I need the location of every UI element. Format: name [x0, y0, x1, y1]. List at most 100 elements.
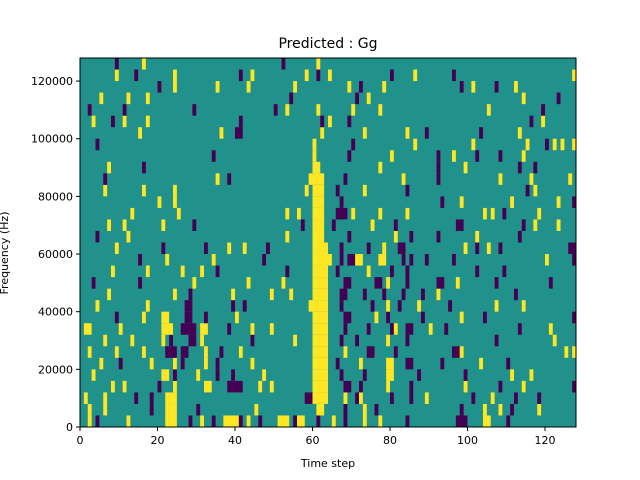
heatmap-cell [134, 392, 139, 404]
heatmap-cell [87, 104, 92, 116]
y-axis-ticks: 0 20000 40000 60000 80000 100000 120000 [31, 75, 80, 434]
heatmap-cell [103, 173, 108, 185]
heatmap-cell [134, 69, 139, 82]
heatmap-cell [475, 265, 480, 278]
heatmap-cell [281, 58, 286, 70]
heatmap-cell [138, 277, 143, 289]
heatmap-cell [250, 323, 255, 335]
heatmap-cell [390, 69, 394, 82]
heatmap-cell [405, 127, 410, 139]
heatmap-cell [142, 58, 146, 70]
heatmap-cell [556, 196, 561, 208]
heatmap-cell [126, 415, 131, 427]
y-tick-label: 0 [66, 421, 73, 434]
heatmap-cell [362, 127, 367, 139]
heatmap-cell [114, 69, 119, 82]
heatmap-cell [498, 380, 503, 393]
heatmap-cell [312, 150, 317, 162]
heatmap-cell [459, 196, 464, 208]
heatmap-cell [200, 265, 205, 278]
heatmap-cell [173, 196, 177, 208]
heatmap-cell [196, 403, 201, 416]
heatmap-cell [386, 357, 394, 370]
heatmap-cell [188, 415, 193, 427]
heatmap-cell [312, 242, 328, 255]
heatmap-cell [572, 69, 577, 82]
heatmap-cell [343, 173, 348, 185]
heatmap-cell [409, 254, 414, 266]
heatmap-cell [149, 403, 154, 416]
heatmap-cell [409, 392, 414, 404]
heatmap-cell [331, 415, 336, 427]
heatmap-cell [250, 334, 255, 347]
heatmap-cell [126, 230, 131, 243]
y-tick-label: 40000 [38, 306, 73, 319]
heatmap-cell [312, 288, 328, 301]
heatmap-cell [184, 311, 193, 324]
heatmap-cell [525, 184, 530, 197]
heatmap-cell [405, 207, 410, 220]
y-tick-label: 100000 [31, 133, 73, 146]
heatmap-cell [498, 403, 503, 416]
heatmap-cell [328, 254, 332, 266]
heatmap-cell [285, 104, 290, 116]
heatmap-cell [378, 161, 383, 174]
heatmap-cell [545, 254, 549, 266]
heatmap-cell [362, 403, 367, 416]
heatmap-cell [304, 184, 309, 197]
heatmap-cell [242, 242, 247, 255]
heatmap-cell [537, 207, 542, 220]
heatmap-cell [339, 196, 344, 208]
heatmap-cell [165, 392, 177, 404]
heatmap-cell [378, 254, 387, 266]
x-tick-label: 120 [535, 434, 556, 447]
heatmap-cell [452, 346, 460, 358]
heatmap-cell [452, 150, 456, 162]
heatmap-cell [211, 150, 216, 162]
heatmap-cell [157, 196, 162, 208]
heatmap-cell [188, 334, 197, 347]
heatmap-cell [227, 380, 243, 393]
heatmap-cell [215, 265, 220, 278]
heatmap-cell [289, 288, 294, 301]
heatmap-cell [87, 403, 92, 416]
heatmap-cell [235, 127, 243, 139]
heatmap-cell [378, 104, 383, 116]
heatmap-cell [459, 311, 464, 324]
heatmap-cell [343, 311, 352, 324]
heatmap-cell [552, 334, 557, 347]
heatmap-cell [157, 380, 162, 393]
heatmap-cell [545, 138, 549, 151]
heatmap-cell [343, 392, 348, 404]
heatmap-cell [490, 392, 495, 404]
heatmap-cell [285, 230, 290, 243]
heatmap-cell [359, 357, 363, 370]
heatmap-cell [169, 334, 174, 347]
heatmap-cell [343, 403, 348, 416]
heatmap-cell [417, 300, 422, 312]
heatmap-cell [161, 242, 166, 255]
heatmap-cell [227, 323, 232, 335]
heatmap-cell [405, 323, 414, 335]
heatmap-cell [262, 369, 267, 381]
heatmap-cell [91, 277, 96, 289]
heatmap-cell [424, 392, 429, 404]
heatmap-cell [366, 265, 371, 278]
heatmap-cell [312, 219, 325, 231]
heatmap-cell [176, 207, 181, 220]
heatmap-cell [521, 92, 526, 105]
heatmap-cell [401, 254, 406, 266]
heatmap-cell [494, 277, 499, 289]
heatmap-cell [560, 138, 565, 151]
heatmap-cell [297, 207, 301, 220]
heatmap-cell [517, 323, 522, 335]
heatmap-cell [498, 242, 503, 255]
heatmap-cell [436, 277, 445, 289]
heatmap-cell [556, 219, 561, 231]
heatmap-cell [204, 311, 208, 324]
heatmap-cell [173, 380, 177, 393]
heatmap-cell [293, 415, 298, 427]
heatmap-cell [312, 265, 328, 278]
heatmap-cell [180, 323, 197, 335]
heatmap-cell [99, 92, 104, 105]
